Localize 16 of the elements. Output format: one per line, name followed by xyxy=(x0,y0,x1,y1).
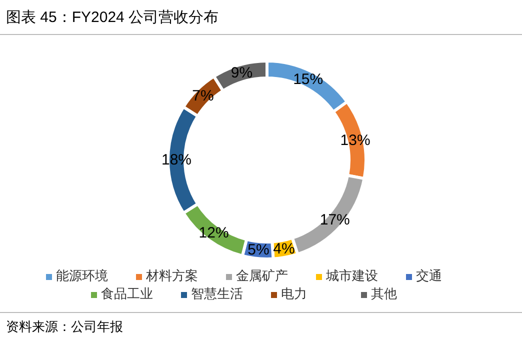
data-label: 17% xyxy=(320,211,350,228)
legend-label: 能源环境 xyxy=(56,267,109,285)
text: 资料来源：公司年报 xyxy=(6,318,123,336)
data-label: 5% xyxy=(248,242,270,259)
legend-label: 城市建设 xyxy=(326,267,379,285)
data-label: 9% xyxy=(230,64,253,82)
legend-label: 食品工业 xyxy=(101,285,154,303)
chart-title: 图表 45：FY2024 公司营收分布 xyxy=(6,8,219,27)
legend-label: 电力 xyxy=(281,285,308,303)
legend-label: 金属矿产 xyxy=(236,267,289,285)
legend-label: 材料方案 xyxy=(146,267,199,285)
data-label: 15% xyxy=(293,70,324,88)
data-label: 13% xyxy=(340,132,370,149)
legend-label: 其他 xyxy=(371,285,398,303)
legend-label: 交通 xyxy=(416,267,443,285)
legend-label: 智慧生活 xyxy=(191,285,244,303)
